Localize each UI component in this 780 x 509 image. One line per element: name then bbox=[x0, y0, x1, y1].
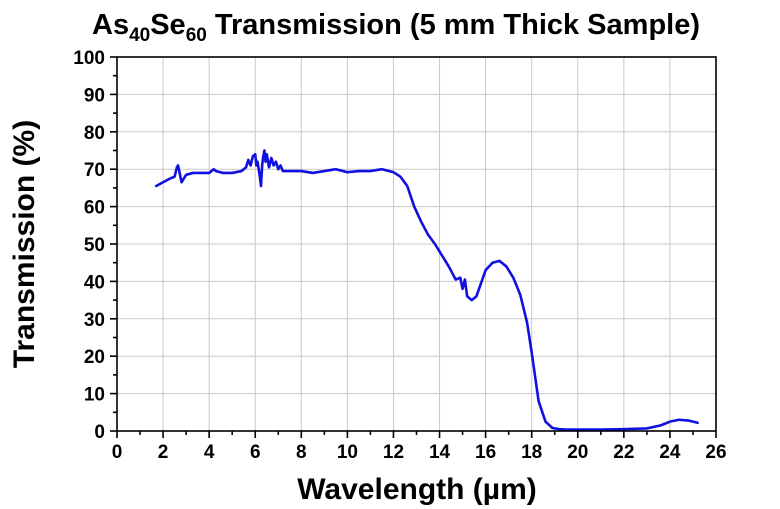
x-tick-label: 26 bbox=[705, 442, 726, 463]
x-tick-label: 4 bbox=[204, 442, 215, 463]
y-tick-label: 100 bbox=[73, 48, 105, 69]
x-tick-label: 12 bbox=[383, 442, 404, 463]
x-tick-labels: 0 2 4 6 8 10 12 14 16 18 20 22 24 26 bbox=[112, 442, 727, 463]
x-tick-label: 18 bbox=[521, 442, 542, 463]
x-tick-label: 22 bbox=[613, 442, 634, 463]
y-tick-label: 0 bbox=[94, 422, 105, 443]
chart-title: As40Se60 Transmission (5 mm Thick Sample… bbox=[92, 9, 700, 46]
y-tick-label: 80 bbox=[84, 123, 105, 144]
x-tick-label: 10 bbox=[337, 442, 358, 463]
axis-ticks bbox=[110, 56, 717, 438]
title-part: 40 bbox=[129, 25, 150, 46]
title-part: Transmission (5 mm Thick Sample) bbox=[207, 9, 700, 41]
title-part: As bbox=[92, 9, 129, 41]
y-tick-label: 20 bbox=[84, 347, 105, 368]
y-tick-label: 60 bbox=[84, 198, 105, 219]
y-tick-label: 30 bbox=[84, 310, 105, 331]
title-part: 60 bbox=[186, 25, 207, 46]
x-tick-label: 24 bbox=[659, 442, 681, 463]
title-part: Se bbox=[150, 9, 185, 41]
y-tick-labels: 0 10 20 30 40 50 60 70 80 90 100 bbox=[73, 48, 105, 443]
y-tick-label: 50 bbox=[84, 235, 105, 256]
x-tick-label: 14 bbox=[429, 442, 451, 463]
x-tick-label: 20 bbox=[567, 442, 588, 463]
x-tick-label: 2 bbox=[158, 442, 169, 463]
series-layer bbox=[154, 149, 699, 431]
y-axis-label: Transmission (%) bbox=[8, 120, 41, 368]
y-tick-label: 70 bbox=[84, 160, 105, 181]
x-tick-label: 6 bbox=[250, 442, 261, 463]
x-tick-label: 16 bbox=[475, 442, 496, 463]
y-tick-label: 40 bbox=[84, 272, 105, 293]
x-axis-label: Wavelength (µm) bbox=[297, 473, 537, 506]
y-tick-label: 90 bbox=[84, 85, 105, 106]
x-tick-label: 0 bbox=[112, 442, 123, 463]
transmission-line bbox=[154, 149, 699, 431]
y-tick-label: 10 bbox=[84, 385, 105, 406]
grid bbox=[117, 57, 716, 431]
x-tick-label: 8 bbox=[296, 442, 307, 463]
